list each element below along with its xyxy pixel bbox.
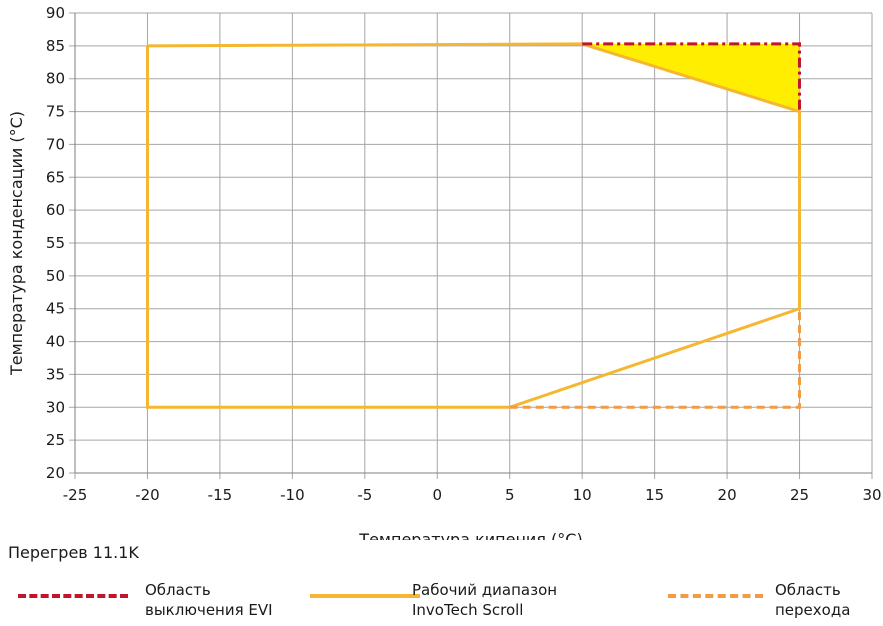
legend-swatch-transition (668, 594, 763, 598)
y-tick-label: 85 (46, 37, 65, 55)
x-tick-label: 15 (645, 486, 664, 504)
x-tick-label: 30 (862, 486, 881, 504)
legend-swatch-range (310, 594, 420, 598)
x-tick-label: 20 (718, 486, 737, 504)
y-tick-label: 70 (46, 135, 65, 153)
y-tick-label: 45 (46, 300, 65, 318)
y-tick-label: 75 (46, 103, 65, 121)
legend-label-evi: Область выключения EVI (145, 581, 273, 619)
y-tick-label: 90 (46, 4, 65, 22)
legend-item-range: Рабочий диапазон InvoTech Scroll (300, 580, 630, 624)
series-evi-shutdown (582, 42, 801, 112)
y-tick-label: 50 (46, 267, 65, 285)
x-tick-label: 5 (505, 486, 515, 504)
y-tick-label: 40 (46, 333, 65, 351)
x-tick-labels: -25 -20 -15 -10 -5 0 5 10 15 20 25 30 (63, 486, 882, 504)
legend-label-range: Рабочий диапазон InvoTech Scroll (412, 581, 558, 619)
y-tick-label: 35 (46, 365, 65, 383)
x-tick-label: 10 (573, 486, 592, 504)
y-tick-label: 30 (46, 398, 65, 416)
x-tick-label: -10 (280, 486, 305, 504)
x-tick-label: 0 (432, 486, 442, 504)
legend-swatch-evi (18, 594, 128, 598)
legend-label-transition: Область перехода (775, 581, 851, 619)
x-tick-label: -20 (135, 486, 160, 504)
x-tick-label: 25 (790, 486, 809, 504)
y-tick-label: 20 (46, 464, 65, 482)
x-tick-label: -15 (208, 486, 233, 504)
y-axis-label: Температура конденсации (°C) (7, 111, 26, 376)
y-tick-label: 80 (46, 70, 65, 88)
series-transition-area (509, 308, 801, 409)
superheat-note: Перегрев 11.1K (8, 543, 139, 562)
x-axis-label: Температура кипения (°C) (358, 530, 582, 540)
y-tick-label: 55 (46, 234, 65, 252)
chart: -25 -20 -15 -10 -5 0 5 10 15 20 25 30 20 25 30 35 40 45 5… (7, 4, 882, 540)
legend-item-transition: Область перехода (660, 580, 880, 624)
legend-item-evi: Область выключения EVI (10, 580, 310, 624)
y-tick-labels: 20 25 30 35 40 45 50 55 60 65 70 75 80 85 90 (46, 4, 65, 482)
y-tick-label: 65 (46, 168, 65, 186)
x-tick-label: -5 (357, 486, 372, 504)
x-tick-label: -25 (63, 486, 88, 504)
y-tick-label: 60 (46, 201, 65, 219)
y-tick-label: 25 (46, 431, 65, 449)
